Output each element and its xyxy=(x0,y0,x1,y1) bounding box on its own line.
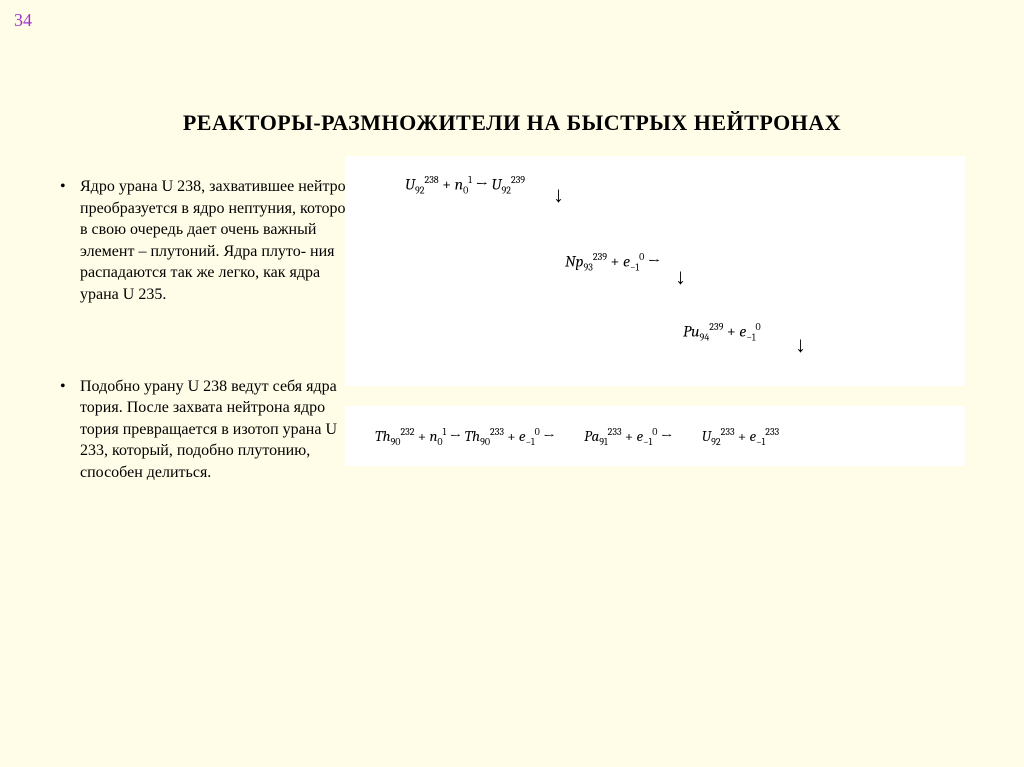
down-arrow-icon: ↓ xyxy=(675,266,686,288)
paragraph-1: Ядро урана U 238, захватившее нейтрон, п… xyxy=(60,176,360,306)
right-column: U92238 + n01 → U92239 Np93239 + e−10 → P… xyxy=(360,176,988,554)
down-arrow-icon: ↓ xyxy=(553,184,564,206)
eq-chain1-step2: Np93239 + e−10 → xyxy=(565,251,660,274)
page-title: РЕАКТОРЫ-РАЗМНОЖИТЕЛИ НА БЫСТРЫХ НЕЙТРОН… xyxy=(0,0,1024,176)
body-layout: Ядро урана U 238, захватившее нейтрон, п… xyxy=(0,176,1024,554)
page-number: 34 xyxy=(14,10,32,31)
equation-block-1: U92238 + n01 → U92239 Np93239 + e−10 → P… xyxy=(345,156,965,386)
eq-chain1-step1: U92238 + n01 → U92239 xyxy=(405,174,525,197)
left-column: Ядро урана U 238, захватившее нейтрон, п… xyxy=(60,176,360,554)
equation-block-2: Th90232 + n01 → Th90233 + e−10 → Pa91233… xyxy=(345,406,965,466)
paragraph-2: Подобно урану U 238 ведут себя ядра тори… xyxy=(60,376,360,484)
eq-chain1-step3: Pu94239 + e−10 xyxy=(683,321,761,344)
eq-chain2: Th90232 + n01 → Th90233 + e−10 → Pa91233… xyxy=(375,426,779,448)
down-arrow-icon: ↓ xyxy=(795,334,806,356)
